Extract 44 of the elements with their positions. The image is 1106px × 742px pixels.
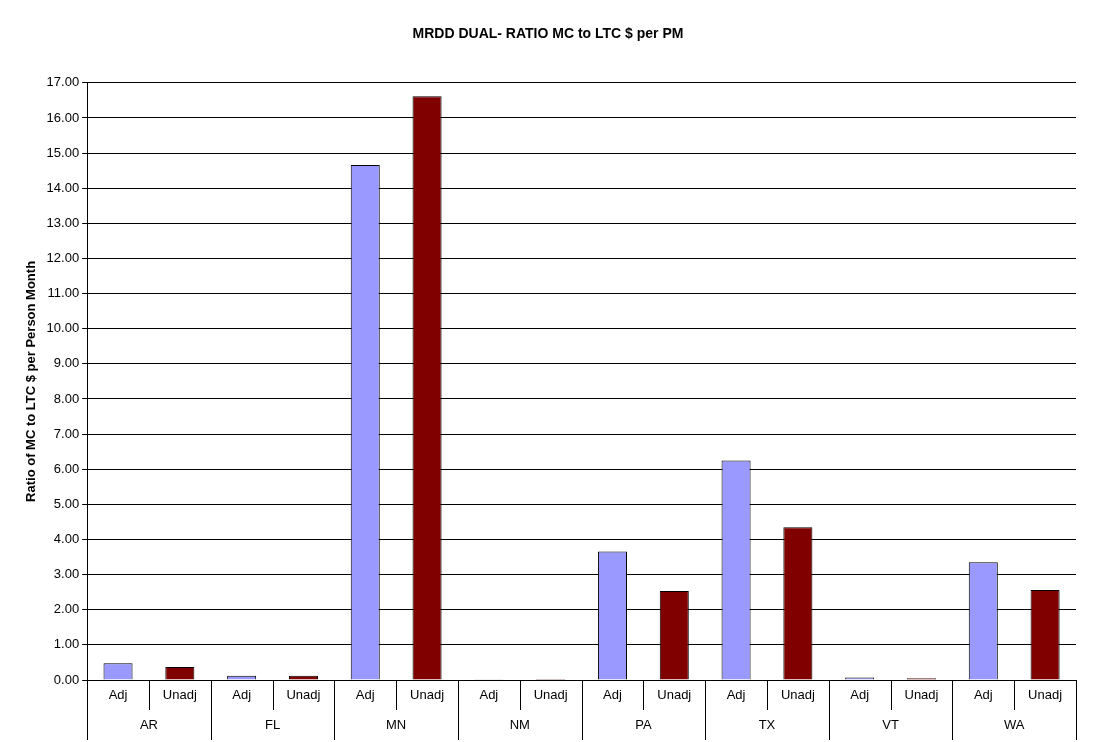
- text: Adj: [479, 686, 499, 702]
- y-tick-label: 15.00: [46, 144, 80, 160]
- y-tick-label: 14.00: [46, 179, 80, 195]
- y-tick-label: 12.00: [46, 250, 80, 266]
- text: Adj: [850, 686, 870, 702]
- series-label: Unadj: [533, 686, 568, 702]
- x-tick-label: TX: [758, 716, 776, 732]
- x-tick-label: WA: [1003, 716, 1025, 732]
- text: Adj: [726, 686, 746, 702]
- text: Unadj: [286, 686, 321, 702]
- x-tick-label: PA: [635, 716, 652, 732]
- x-tick-label: FL: [264, 716, 281, 732]
- text: Unadj: [657, 686, 692, 702]
- y-tick-label: 0.00: [53, 671, 80, 687]
- y-tick-label: 10.00: [46, 320, 80, 336]
- x-tick-label: VT: [882, 716, 899, 732]
- y-tick-label: 1.00: [53, 636, 80, 652]
- text: Adj: [355, 686, 375, 702]
- y-tick-label: 17.00: [46, 74, 80, 90]
- text: Unadj: [1028, 686, 1063, 702]
- x-tick-label: AR: [139, 716, 158, 732]
- y-tick-label: 5.00: [53, 495, 80, 511]
- text: Unadj: [780, 686, 815, 702]
- y-tick-label: 16.00: [46, 109, 80, 125]
- y-axis-title: Ratio of MC to LTC $ per Person Month: [23, 260, 39, 502]
- y-tick-label: 13.00: [46, 214, 80, 230]
- text: Adj: [973, 686, 993, 702]
- x-tick-label: MN: [386, 716, 407, 732]
- text: Unadj: [162, 686, 197, 702]
- text: Adj: [232, 686, 252, 702]
- y-tick-label: 8.00: [53, 390, 80, 406]
- y-tick-label: 7.00: [53, 425, 80, 441]
- y-tick-label: 4.00: [53, 531, 80, 547]
- y-tick-label: 2.00: [53, 601, 80, 617]
- series-label: Adj: [108, 686, 128, 702]
- y-tick-label: 6.00: [53, 460, 80, 476]
- text: Adj: [603, 686, 622, 702]
- x-tick-label: NM: [509, 716, 530, 732]
- y-tick-label: 11.00: [47, 285, 80, 301]
- y-tick-label: 9.00: [53, 355, 80, 371]
- y-tick-label: 3.00: [53, 566, 80, 582]
- text: Unadj: [410, 686, 445, 702]
- chart-title: MRDD DUAL- RATIO MC to LTC $ per PM: [412, 25, 684, 42]
- text: Unadj: [904, 686, 939, 702]
